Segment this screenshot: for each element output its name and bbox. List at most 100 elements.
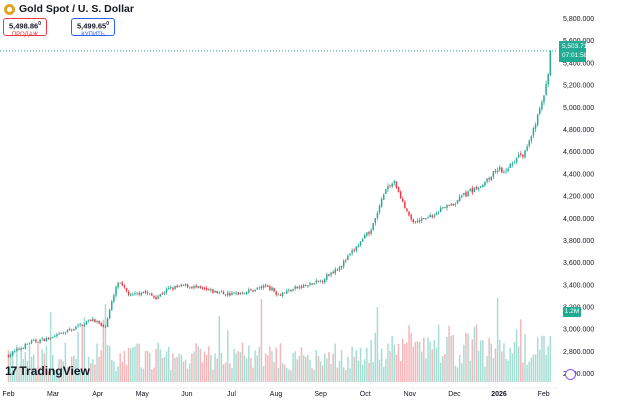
sell-price: 5,498.860 [9, 21, 41, 31]
volume-bar [372, 362, 374, 382]
candle [347, 254, 349, 261]
candle [522, 154, 524, 160]
time-tick-label: Dec [448, 391, 461, 398]
candle [130, 292, 132, 297]
candle [220, 289, 223, 293]
volume-bar [125, 364, 128, 382]
volume-bar [364, 359, 366, 382]
candle [189, 286, 191, 290]
chart-settings-icon[interactable] [565, 369, 576, 380]
candle [56, 332, 58, 338]
candle [26, 343, 29, 345]
candle [205, 286, 208, 291]
price-tick-label: 5,200.000 [563, 83, 594, 90]
volume-bar [283, 364, 286, 382]
candle [229, 291, 231, 297]
tradingview-logo[interactable]: 17 TradingView [5, 364, 90, 378]
volume-bar [41, 349, 43, 382]
candle [30, 339, 33, 345]
volume-bar [235, 353, 237, 382]
candle [208, 288, 210, 291]
volume-bar [136, 343, 138, 382]
volume-bar [336, 367, 339, 382]
volume-bar [243, 355, 246, 382]
volume-bar [148, 352, 151, 382]
volume-bar [100, 350, 102, 382]
volume-bar [89, 363, 92, 382]
volume-bars [7, 297, 552, 382]
candle [66, 329, 69, 334]
candle [275, 290, 277, 297]
volume-bar [549, 335, 552, 382]
candle [35, 338, 37, 344]
price-axis[interactable]: 2,600.0002,800.0003,000.0003,200.0003,40… [563, 16, 594, 378]
candle [172, 286, 174, 292]
volume-bar [127, 347, 130, 382]
volume-bar [461, 363, 463, 382]
time-axis[interactable]: Feb Mar Apr May Jun Jul Aug Sep Oct Nov Dec 2026 Feb [0, 387, 558, 398]
volume-bar [328, 352, 330, 382]
candle [184, 283, 187, 287]
candle [256, 287, 258, 290]
candle [469, 188, 471, 192]
volume-bar [412, 346, 415, 382]
volume-bar [104, 304, 107, 382]
candle [201, 286, 204, 291]
candle [199, 285, 202, 289]
price-tick-label: 5,000.000 [563, 105, 594, 112]
volume-bar [151, 369, 153, 382]
volume-bar [113, 361, 115, 382]
candle [186, 283, 189, 289]
candle [271, 285, 273, 292]
candle [28, 342, 31, 345]
volume-bar [68, 365, 71, 382]
candle [283, 292, 286, 294]
volume-bar [463, 344, 465, 382]
candle [83, 323, 86, 327]
candle [351, 248, 353, 256]
candle [345, 258, 347, 263]
volume-bar [132, 347, 134, 382]
volume-bar [96, 343, 98, 382]
volume-bar [433, 340, 436, 382]
volume-bar [351, 346, 353, 382]
volume-bar [189, 363, 191, 382]
buy-button[interactable]: 5,499.650 КУПИТЬ [71, 18, 115, 38]
candle [148, 293, 151, 296]
volume-bar [157, 342, 159, 382]
volume-bar [256, 355, 258, 382]
symbol-header[interactable]: Gold Spot / U. S. Dollar [4, 3, 134, 15]
volume-bar [43, 353, 46, 382]
volume-bar [163, 356, 166, 382]
volume-bar [471, 339, 474, 382]
volume-bar [22, 359, 24, 382]
volume-bar [119, 353, 121, 382]
candle [355, 245, 358, 253]
volume-bar [24, 352, 27, 382]
candle [446, 204, 448, 211]
candle [260, 285, 263, 290]
candle [484, 181, 486, 188]
volume-bar [208, 346, 210, 382]
volume-bar [58, 359, 60, 382]
volume-bar [338, 361, 341, 382]
candle [364, 233, 366, 239]
candle [366, 231, 368, 238]
time-tick-label: Jul [227, 391, 236, 398]
candle [418, 217, 421, 224]
candle [437, 211, 440, 215]
candle [155, 295, 157, 300]
volume-bar [54, 370, 56, 382]
candle [16, 347, 18, 352]
candle [342, 259, 345, 269]
sell-button[interactable]: 5,498.860 ПРОДАЖ [3, 18, 47, 38]
candle [214, 290, 216, 294]
volume-bar [178, 353, 180, 382]
volume-bar [75, 358, 77, 382]
volume-bar [387, 343, 389, 382]
candle [51, 336, 54, 339]
volume-bar [311, 368, 313, 382]
candle [545, 80, 547, 97]
volume-bar [197, 346, 199, 382]
